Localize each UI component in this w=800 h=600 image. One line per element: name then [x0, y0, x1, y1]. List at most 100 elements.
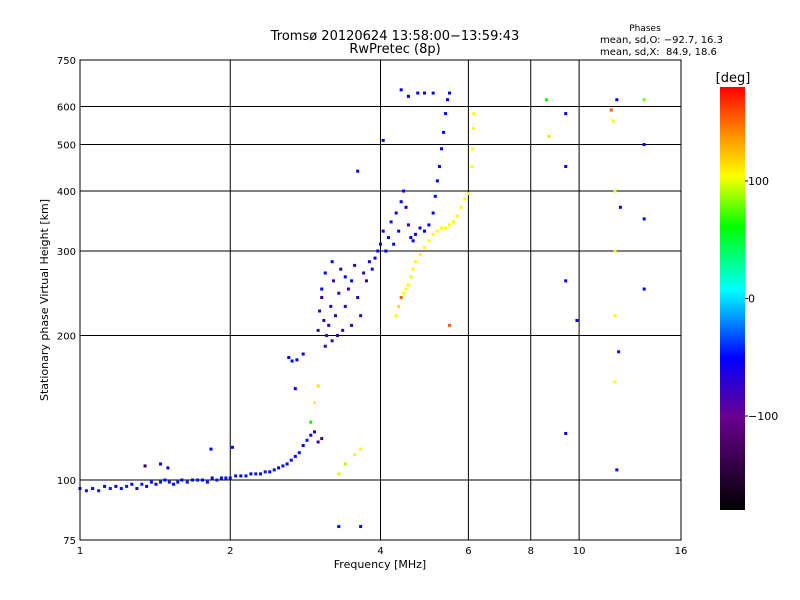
x-tick-label: 6: [465, 546, 471, 557]
data-point: [459, 205, 463, 209]
data-point: [451, 220, 455, 224]
data-point: [359, 525, 363, 529]
y-tick-label: 600: [57, 103, 76, 114]
chart-title: Tromsø 20120624 13:58:00−13:59:43: [270, 29, 520, 44]
data-point: [406, 94, 410, 98]
data-point: [159, 480, 163, 484]
data-point: [404, 287, 408, 291]
data-point: [130, 482, 134, 486]
y-tick-label: 300: [57, 247, 76, 258]
data-point: [437, 164, 441, 168]
data-point: [333, 314, 337, 318]
data-point: [84, 489, 88, 493]
data-point: [448, 223, 452, 227]
data-point: [471, 147, 475, 151]
data-point: [249, 472, 253, 476]
data-point: [399, 200, 403, 204]
plot-frame: [79, 59, 682, 541]
data-point: [394, 314, 398, 318]
data-point: [431, 211, 435, 215]
data-point: [617, 350, 621, 354]
y-tick-label: 200: [57, 332, 76, 343]
data-point: [413, 232, 417, 236]
data-point: [312, 401, 316, 405]
data-point: [466, 192, 470, 196]
phase-info-x-mode: mean, sd,X: 84.9, 18.6: [600, 47, 717, 58]
data-point: [404, 205, 408, 209]
data-point: [618, 205, 622, 209]
data-point: [135, 487, 139, 491]
data-point: [350, 279, 354, 283]
colorbar-ticks: 100 0 −100: [745, 175, 778, 423]
data-point: [435, 179, 439, 183]
x-tick-label: 16: [675, 546, 688, 557]
data-point: [343, 275, 347, 279]
data-point: [254, 472, 258, 476]
data-point: [427, 223, 431, 227]
x-tick-label: 8: [528, 546, 534, 557]
data-point: [149, 480, 153, 484]
data-point: [448, 323, 452, 327]
data-point: [642, 143, 646, 147]
data-point: [209, 447, 213, 451]
data-point: [224, 476, 228, 480]
y-tick-label: 750: [57, 56, 76, 67]
data-point: [343, 462, 347, 466]
data-point: [397, 304, 401, 308]
data-point: [219, 476, 223, 480]
data-point: [320, 296, 324, 300]
data-point: [337, 291, 341, 295]
data-point: [448, 91, 452, 95]
data-point: [413, 260, 417, 264]
data-point: [564, 432, 568, 436]
data-point: [309, 420, 313, 424]
data-point: [381, 138, 385, 142]
data-point: [463, 197, 467, 201]
data-point: [362, 271, 366, 275]
data-point: [609, 108, 613, 112]
data-point: [108, 487, 112, 491]
data-point: [259, 472, 263, 476]
data-point: [547, 134, 551, 138]
data-point: [268, 470, 272, 474]
data-point: [346, 287, 350, 291]
data-point: [320, 437, 324, 441]
data-point: [379, 242, 382, 246]
data-point: [440, 147, 444, 151]
y-tick-label: 500: [57, 141, 76, 152]
data-point: [399, 88, 403, 92]
data-point: [613, 249, 617, 253]
data-point: [397, 229, 401, 233]
data-point: [416, 91, 420, 95]
data-point: [277, 466, 281, 470]
data-point: [176, 480, 180, 484]
data-point: [402, 291, 406, 295]
data-point: [285, 462, 289, 466]
colorbar: [720, 87, 745, 510]
x-tick-label: 10: [573, 546, 586, 557]
data-point: [337, 472, 341, 476]
data-point: [167, 480, 171, 484]
data-point: [316, 328, 320, 332]
data-point: [564, 112, 568, 116]
data-point: [320, 287, 324, 291]
data-point: [185, 480, 189, 484]
data-point: [365, 279, 369, 283]
data-point: [91, 487, 95, 491]
data-point: [367, 260, 371, 264]
colorbar-tick-label: 0: [748, 293, 755, 306]
data-point: [373, 256, 377, 260]
data-point: [143, 464, 147, 468]
data-point: [435, 229, 439, 233]
data-point: [613, 189, 617, 193]
data-points: [78, 88, 646, 529]
data-point: [411, 239, 415, 243]
data-point: [329, 304, 333, 308]
x-axis-label: Frequency [MHz]: [334, 558, 426, 571]
y-tick-label: 100: [57, 476, 76, 487]
data-point: [642, 287, 646, 291]
data-point: [444, 112, 448, 116]
data-point: [330, 339, 334, 343]
data-point: [239, 474, 243, 478]
